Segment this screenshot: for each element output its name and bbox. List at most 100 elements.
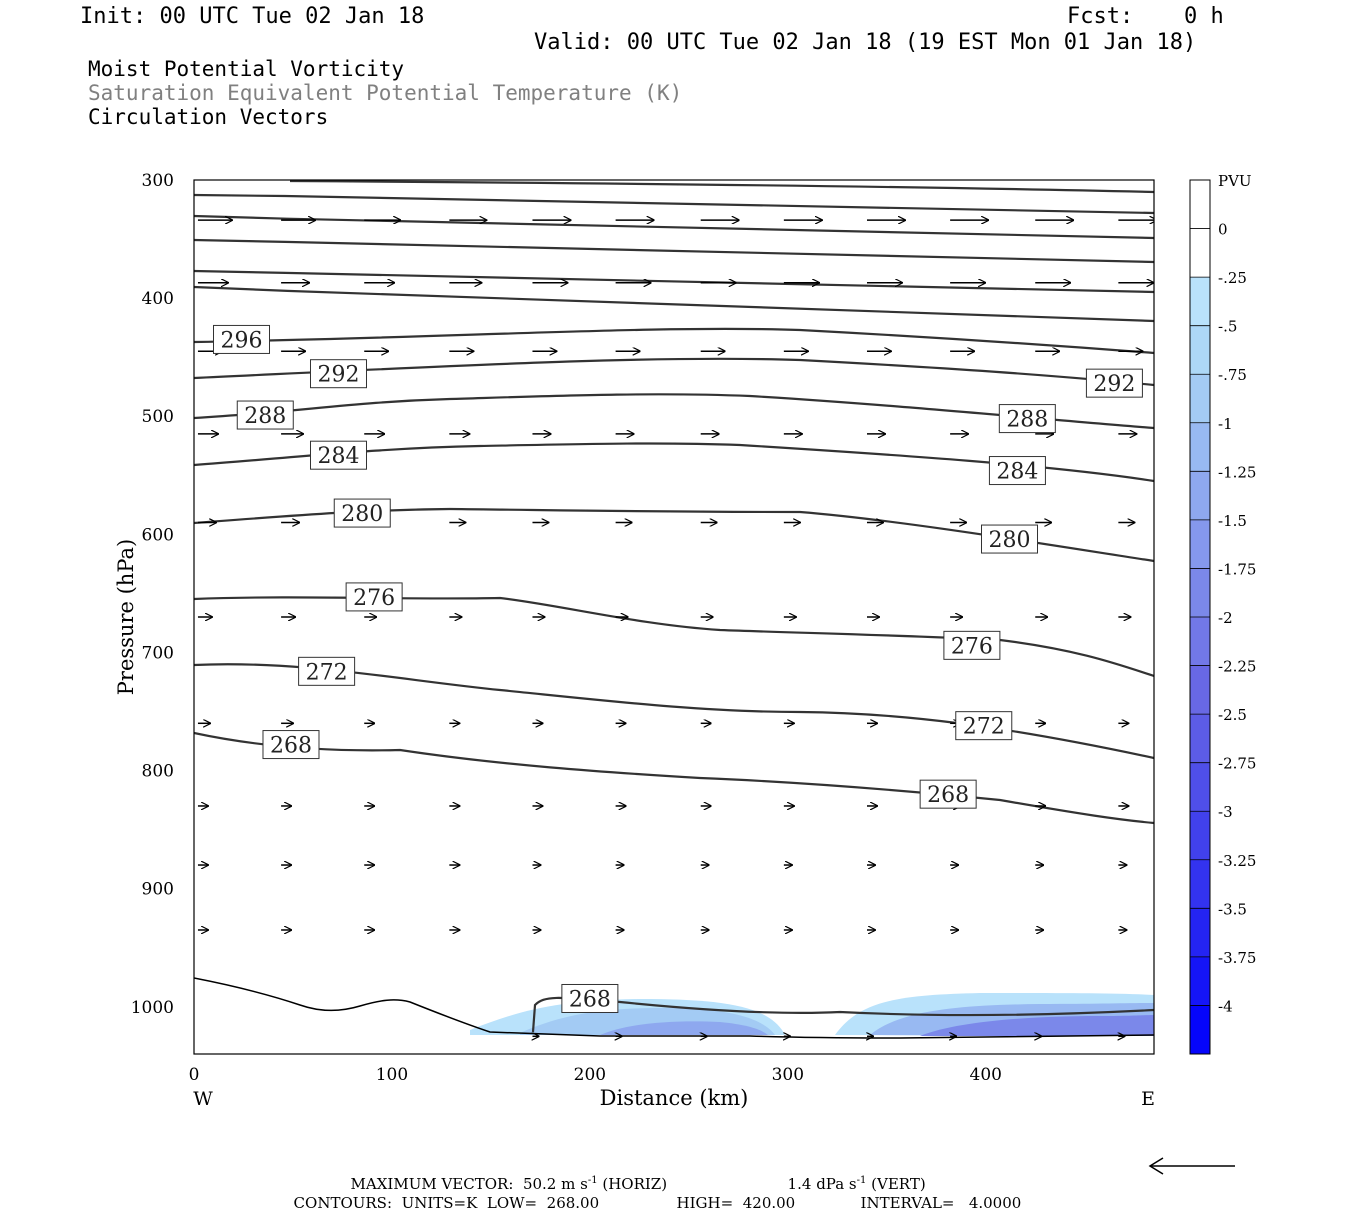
contour-label: 292 — [1093, 372, 1135, 397]
colorbar-swatch — [1190, 568, 1210, 618]
contour-label-box — [345, 582, 403, 612]
max-vector-reference-arrow — [1148, 1157, 1235, 1175]
colorbar-swatch — [1190, 1005, 1210, 1055]
y-tick-label: 300 — [142, 171, 174, 191]
colorbar-level-label: -3.75 — [1218, 949, 1256, 967]
colorbar-swatch — [1190, 228, 1210, 278]
colorbar-level-label: -3.25 — [1218, 852, 1256, 870]
colorbar-level-label: -.5 — [1218, 318, 1237, 336]
contour-label: 276 — [353, 586, 395, 611]
colorbar-level-label: -2.25 — [1218, 658, 1256, 676]
x-tick-label: 100 — [376, 1065, 408, 1085]
x-axis: 0 100 200 300 400 — [189, 1065, 1002, 1085]
cross-section-chart: 0 100 200 300 400 3004005006007008009001000 … — [114, 171, 1256, 1110]
contour-label-box — [309, 440, 367, 470]
colorbar-level-label: -1 — [1218, 415, 1233, 433]
contour-label-box — [998, 404, 1056, 434]
legend-vectors: Circulation Vectors — [88, 105, 329, 129]
legend-mpv: Moist Potential Vorticity — [88, 57, 405, 81]
plot-frame — [193, 179, 1155, 1055]
colorbar-swatch — [1190, 519, 1210, 569]
contour-label: 280 — [341, 502, 383, 527]
x-tick-label: 0 — [189, 1065, 200, 1085]
x-tick-label: 400 — [970, 1065, 1002, 1085]
vert-vector-row: 1.4 dPa s-1 (VERT) — [778, 1157, 926, 1193]
contour-label: 288 — [244, 404, 286, 429]
colorbar-level-label: -2.75 — [1218, 755, 1256, 773]
theta-es-contours — [194, 180, 1154, 1033]
y-tick-label: 800 — [142, 762, 174, 782]
valid-time: Valid: 00 UTC Tue 02 Jan 18 (19 EST Mon … — [534, 30, 1197, 55]
colorbar-level-label: -2 — [1218, 609, 1233, 627]
colorbar-level-label: -3 — [1218, 803, 1233, 821]
y-tick-label: 700 — [142, 643, 174, 663]
colorbar-swatch — [1190, 325, 1210, 375]
horiz-value: 50.2 — [522, 1175, 557, 1193]
y-tick-label: 1000 — [131, 998, 174, 1018]
contour-label: 272 — [963, 715, 1005, 740]
high-row: HIGH= 420.00 — [667, 1176, 796, 1212]
contour-units: UNITS=K — [401, 1194, 478, 1212]
contour-label-box — [1085, 368, 1143, 398]
contour-label: 296 — [221, 328, 263, 353]
horiz-tag: (HORIZ) — [602, 1175, 668, 1193]
y-axis: 300 400 500 600 700 800 900 1000 — [131, 171, 174, 1018]
colorbar-level-label: -1.5 — [1218, 512, 1247, 530]
colorbar-level-label: -.75 — [1218, 366, 1247, 384]
horiz-unit-exp: -1 — [587, 1175, 598, 1186]
x-right-end-label: E — [1141, 1088, 1155, 1110]
contour-label-box — [943, 630, 1001, 660]
contour-label-box — [309, 359, 367, 389]
colorbar-swatch — [1190, 617, 1210, 667]
forecast-label: Fcst: — [1067, 4, 1134, 29]
colorbar-swatch — [1190, 422, 1210, 472]
legend-theta-es: Saturation Equivalent Potential Temperat… — [88, 81, 683, 105]
contour-label: 268 — [270, 734, 312, 759]
y-tick-label: 900 — [142, 880, 174, 900]
interval-label: INTERVAL= — [860, 1194, 955, 1212]
colorbar-swatch — [1190, 908, 1210, 958]
colorbar-level-label: -1.25 — [1218, 463, 1256, 481]
forecast-hour: 0 h — [1184, 4, 1224, 29]
circulation-vectors — [197, 220, 1154, 1036]
contour-label-box — [919, 779, 977, 809]
contour-label: 288 — [1006, 408, 1048, 433]
low-label: LOW= — [486, 1194, 538, 1212]
max-vector-row: MAXIMUM VECTOR: 50.2 m s-1 (HORIZ) — [341, 1157, 668, 1193]
max-vector-label: MAXIMUM VECTOR: — [350, 1175, 514, 1193]
colorbar-title: PVU — [1218, 172, 1252, 190]
contour-label: 268 — [569, 987, 611, 1012]
y-tick-label: 500 — [142, 407, 174, 427]
contour-label-box — [213, 324, 271, 354]
contour-labels: 296 292 292 288 288 284 284 280 280 276 276 272 272 2… — [213, 324, 1143, 1013]
x-axis-label: Distance (km) — [600, 1086, 749, 1110]
contour-label: 268 — [927, 783, 969, 808]
vert-unit-exp: -1 — [856, 1175, 867, 1186]
colorbar: 0 -.25 -.5 -.75 -1 -1.25 -1.5 -1.75 -2 -2.25 -2.5 -… — [1189, 179, 1256, 1055]
colorbar-level-label: -4 — [1218, 997, 1233, 1015]
horiz-unit: m s — [561, 1175, 588, 1193]
terrain-line — [194, 977, 1154, 1039]
colorbar-swatch — [1190, 277, 1210, 327]
low-value: 268.00 — [546, 1194, 600, 1212]
high-value: 420.00 — [742, 1194, 796, 1212]
contour-label: 292 — [317, 363, 359, 388]
colorbar-swatch — [1190, 811, 1210, 861]
vert-tag: (VERT) — [871, 1175, 926, 1193]
colorbar-level-label: -3.5 — [1218, 900, 1247, 918]
contour-label-box — [955, 711, 1013, 741]
init-time: Init: 00 UTC Tue 02 Jan 18 — [80, 4, 425, 29]
contour-label-box — [298, 656, 356, 686]
colorbar-swatch — [1190, 374, 1210, 424]
contour-label: 272 — [306, 660, 348, 685]
contour-label-box — [236, 400, 294, 430]
contour-label-box — [981, 524, 1039, 554]
colorbar-swatch — [1190, 762, 1210, 812]
y-axis-label: Pressure (hPa) — [114, 539, 138, 695]
x-tick-label: 300 — [772, 1065, 804, 1085]
vert-value: 1.4 — [787, 1175, 812, 1193]
colorbar-swatch — [1190, 180, 1210, 230]
colorbar-level-label: -.25 — [1218, 269, 1247, 287]
high-label: HIGH= — [676, 1194, 734, 1212]
x-tick-label: 200 — [574, 1065, 606, 1085]
